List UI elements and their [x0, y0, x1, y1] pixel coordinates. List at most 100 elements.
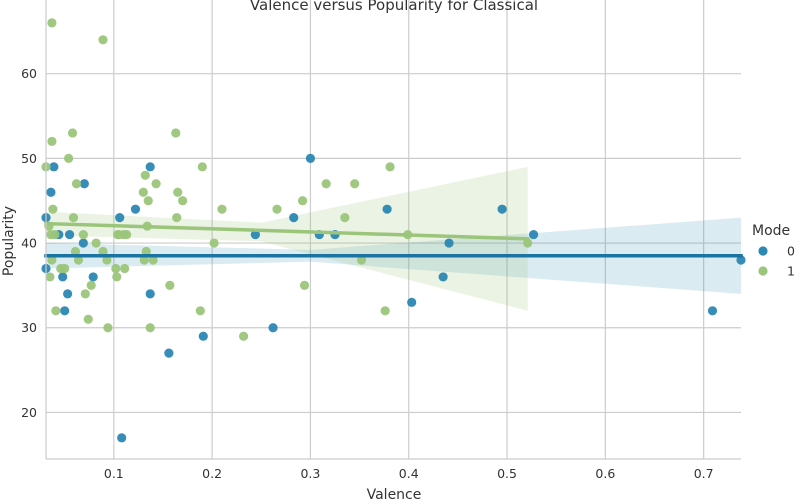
data-point-mode-1 [165, 280, 175, 290]
data-point-mode-1 [356, 255, 367, 265]
x-tick-label: 0.6 [595, 466, 615, 481]
data-point-mode-1 [98, 35, 108, 45]
data-point-mode-0 [46, 187, 56, 197]
data-point-mode-1 [145, 323, 155, 333]
data-point-mode-0 [250, 229, 260, 240]
regression-lines [44, 221, 743, 258]
x-tick-label: 0.3 [300, 466, 320, 481]
confidence-bands [46, 166, 741, 311]
data-point-mode-1 [98, 246, 108, 257]
data-point-mode-1 [45, 272, 55, 282]
x-tick-label: 0.4 [399, 466, 419, 481]
data-point-mode-1 [340, 213, 350, 223]
legend: Mode 0 1 [752, 223, 795, 279]
data-point-mode-1 [83, 314, 93, 324]
y-tick-label: 40 [21, 236, 37, 251]
legend-marker-mode-0 [758, 246, 768, 256]
data-point-mode-1 [141, 246, 151, 257]
x-tick-label: 0.1 [104, 466, 124, 481]
data-point-mode-0 [289, 213, 299, 223]
data-point-mode-1 [64, 153, 74, 163]
data-point-mode-0 [528, 229, 539, 240]
data-point-mode-1 [380, 306, 390, 316]
data-point-mode-0 [268, 323, 278, 333]
data-point-mode-0 [164, 348, 174, 358]
data-point-mode-1 [173, 187, 183, 197]
data-point-mode-1 [140, 170, 150, 180]
data-point-mode-1 [321, 179, 331, 189]
data-point-mode-1 [60, 263, 70, 274]
confidence-band-mode-1 [46, 166, 528, 311]
data-point-mode-1 [151, 179, 161, 189]
data-point-mode-0 [49, 162, 59, 172]
data-point-mode-1 [86, 280, 96, 290]
data-point-mode-0 [382, 204, 392, 214]
data-point-mode-0 [305, 153, 316, 163]
data-point-mode-1 [51, 306, 61, 316]
data-points [41, 18, 746, 443]
x-tick-label: 0.2 [202, 466, 222, 481]
data-point-mode-0 [88, 272, 98, 282]
data-point-mode-0 [145, 289, 155, 299]
data-point-mode-1 [272, 204, 282, 214]
data-point-mode-0 [79, 179, 89, 189]
data-point-mode-0 [64, 229, 75, 240]
data-point-mode-1 [122, 229, 132, 240]
data-point-mode-1 [103, 323, 113, 333]
data-point-mode-1 [78, 229, 88, 240]
data-point-mode-0 [198, 331, 208, 341]
data-point-mode-0 [707, 306, 718, 316]
data-point-mode-0 [78, 238, 88, 248]
data-point-mode-1 [350, 179, 360, 189]
data-point-mode-1 [68, 213, 79, 223]
x-tick-label: 0.5 [497, 466, 517, 481]
data-point-mode-0 [63, 289, 73, 299]
data-point-mode-1 [71, 179, 82, 189]
data-point-mode-1 [80, 289, 90, 299]
x-tick-label: 0.7 [694, 466, 714, 481]
data-point-mode-1 [171, 128, 181, 138]
data-point-mode-1 [111, 263, 121, 274]
data-point-mode-0 [60, 306, 70, 316]
data-point-mode-0 [130, 204, 141, 214]
chart-title: Valence versus Popularity for Classical [250, 0, 538, 14]
data-point-mode-1 [120, 263, 130, 274]
data-point-mode-1 [178, 196, 188, 206]
x-axis-label: Valence [367, 487, 422, 500]
y-tick-label: 50 [21, 151, 37, 166]
data-point-mode-0 [145, 162, 155, 172]
data-point-mode-0 [115, 213, 125, 223]
data-point-mode-1 [73, 255, 84, 265]
data-point-mode-1 [148, 255, 158, 265]
data-point-mode-0 [736, 255, 746, 265]
data-point-mode-1 [172, 213, 182, 223]
data-point-mode-0 [497, 204, 507, 214]
data-point-mode-1 [217, 204, 227, 214]
data-point-mode-1 [195, 306, 205, 316]
data-point-mode-1 [297, 196, 308, 206]
y-axis-label: Popularity [1, 206, 17, 276]
data-point-mode-1 [523, 238, 533, 248]
data-point-mode-1 [209, 238, 219, 248]
axes: 0.1 0.2 0.3 0.4 0.5 0.6 0.7 20 30 40 50 60 [21, 0, 741, 481]
data-point-mode-1 [47, 18, 57, 28]
data-point-mode-1 [102, 255, 112, 265]
data-point-mode-1 [70, 246, 81, 257]
legend-label-mode-1: 1 [787, 264, 795, 279]
legend-title: Mode [752, 223, 790, 239]
data-point-mode-1 [50, 229, 60, 240]
regression-line-mode-1 [44, 221, 530, 241]
legend-label-mode-0: 0 [787, 244, 795, 259]
legend-marker-mode-1 [758, 266, 768, 276]
y-tick-label: 60 [21, 66, 37, 81]
data-point-mode-1 [385, 162, 395, 172]
data-point-mode-1 [91, 238, 101, 248]
data-point-mode-1 [197, 162, 207, 172]
grid [46, 0, 741, 459]
data-point-mode-0 [438, 272, 448, 282]
data-point-mode-1 [139, 255, 149, 265]
data-point-mode-1 [299, 280, 310, 290]
data-point-mode-0 [407, 297, 417, 307]
